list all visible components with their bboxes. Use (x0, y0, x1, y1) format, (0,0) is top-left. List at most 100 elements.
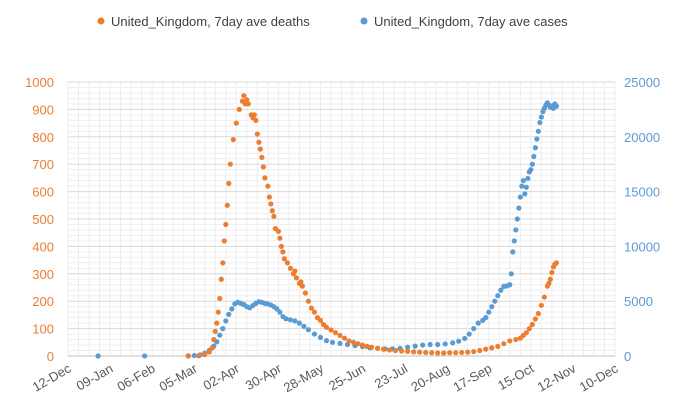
cases-point (292, 318, 298, 324)
deaths-point (453, 350, 459, 356)
deaths-point (260, 164, 266, 170)
legend-label-cases: United_Kingdom, 7day ave cases (374, 14, 568, 29)
deaths-point (471, 349, 477, 355)
deaths-point (245, 101, 251, 107)
cases-point (522, 191, 528, 197)
cases-point (498, 287, 504, 293)
cases-point (532, 145, 538, 151)
cases-point (420, 342, 426, 348)
y-right-tick-label: 5000 (624, 294, 653, 309)
cases-point (495, 293, 501, 299)
cases-point (466, 331, 472, 337)
y-left-tick-label: 1000 (25, 75, 54, 90)
cases-point (537, 119, 543, 126)
deaths-point (251, 112, 257, 118)
cases-point (519, 183, 525, 189)
deaths-point (441, 350, 447, 356)
deaths-point (429, 350, 435, 356)
deaths-point (546, 280, 552, 286)
cases-point (442, 341, 448, 347)
deaths-point (447, 350, 453, 356)
cases-point (475, 320, 481, 326)
cases-point (471, 326, 477, 332)
cases-point (510, 249, 516, 255)
deaths-point (399, 348, 405, 354)
cases-point (486, 309, 492, 315)
cases-point (311, 331, 318, 337)
deaths-point (259, 154, 265, 160)
deaths-point (278, 243, 284, 249)
cases-point (492, 298, 498, 304)
deaths-point (501, 341, 507, 347)
cases-point (513, 227, 519, 233)
deaths-point (218, 276, 224, 282)
deaths-point (308, 305, 315, 311)
y-left-tick-label: 700 (32, 157, 54, 172)
deaths-point (284, 260, 290, 266)
y-right-tick-label: 10000 (624, 239, 660, 254)
deaths-point (185, 353, 191, 359)
deaths-point (477, 347, 483, 354)
cases-point (317, 334, 324, 340)
y-left-tick-label: 200 (32, 294, 54, 309)
legend-entry-deaths[interactable]: United_Kingdom, 7day ave deaths (97, 14, 311, 29)
cases-point (229, 306, 235, 312)
legend-label-deaths: United_Kingdom, 7day ave deaths (111, 14, 310, 29)
cases-point (191, 352, 197, 359)
deaths-point (254, 131, 260, 137)
deaths-point (489, 345, 495, 351)
cases-point (427, 341, 433, 348)
deaths-point (311, 309, 318, 315)
deaths-point (256, 139, 262, 145)
deaths-point (350, 339, 357, 345)
deaths-point (209, 345, 215, 351)
deaths-point (227, 161, 233, 167)
deaths-point (266, 194, 272, 200)
cases-point (274, 306, 280, 312)
cases-point (435, 341, 441, 348)
legend-entry-cases[interactable]: United_Kingdom, 7day ave cases (360, 14, 569, 29)
y-right-tick-label: 15000 (624, 185, 660, 200)
deaths-point (332, 330, 339, 336)
deaths-point (262, 175, 268, 181)
deaths-point (541, 294, 547, 300)
y-left-tick-label: 300 (32, 267, 54, 282)
cases-point (534, 136, 540, 142)
cases-point (337, 340, 343, 346)
deaths-point (411, 349, 417, 355)
deaths-point (337, 332, 343, 339)
deaths-point (359, 342, 366, 348)
deaths-point (341, 335, 348, 341)
cases-point (329, 339, 336, 345)
deaths-point (257, 146, 263, 152)
cases-point (508, 271, 514, 277)
deaths-point (236, 106, 242, 112)
deaths-point (495, 343, 501, 350)
deaths-point (299, 283, 306, 289)
deaths-point (553, 260, 559, 266)
deaths-point (281, 256, 287, 262)
deaths-point (221, 238, 227, 244)
deaths-point (196, 353, 202, 359)
cases-point (520, 178, 526, 184)
cases-point (507, 282, 513, 288)
cases-point (287, 317, 294, 323)
cases-point (223, 318, 229, 324)
series-deaths (185, 93, 559, 359)
deaths-point (265, 183, 271, 189)
deaths-point (271, 213, 277, 219)
deaths-point (244, 97, 250, 103)
deaths-point (277, 235, 283, 241)
cases-point (511, 238, 517, 244)
deaths-point (465, 349, 471, 355)
deaths-point (549, 269, 555, 276)
cases-point (525, 175, 531, 182)
cases-point (305, 327, 312, 333)
y-axis-left-ticks: 0 100 200 300 400 500 600 700 800 900 1000 (25, 75, 54, 364)
deaths-point (253, 117, 259, 123)
deaths-point (317, 317, 324, 323)
deaths-point (233, 120, 239, 126)
deaths-point (220, 260, 226, 266)
deaths-point (217, 295, 223, 302)
